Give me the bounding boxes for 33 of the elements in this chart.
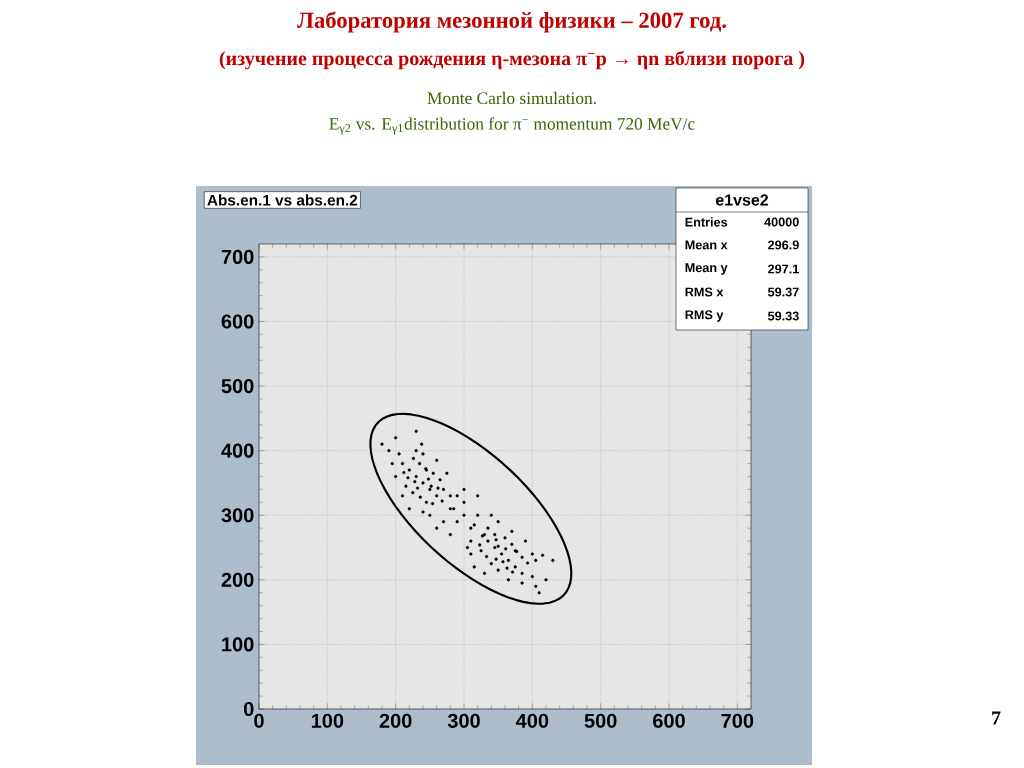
text: 296.9 — [768, 240, 799, 250]
text: 40000 — [764, 217, 799, 227]
chart-subtitle: (изучение процесса рождения η-мезона π$^{−}$p → ηn вблизи порога ) — [219, 50, 805, 70]
chart-title: Лаборатория мезонной физики – 2007 год. — [297, 11, 726, 33]
text: Monte Carlo simulation. — [427, 91, 596, 105]
y-tick-label: 100 — [222, 637, 254, 652]
text: 59.37 — [768, 287, 799, 297]
y-tick-label: 200 — [221, 572, 254, 587]
y-tick-label: 400 — [221, 443, 254, 458]
text: 7 — [992, 711, 1001, 725]
x-tick-label: 500 — [584, 713, 617, 728]
x-tick-label: 700 — [721, 713, 754, 728]
text: E$_{γ2}$ vs. E$_{γ1}$distribution for π$^{−}$ momentum 720 MeV/c — [329, 117, 695, 135]
annotation: Mean y — [685, 263, 728, 275]
x-tick-label: 200 — [379, 713, 412, 728]
x-tick-label: 0 — [254, 713, 264, 728]
annotation: RMS x — [685, 287, 724, 297]
x-tick-label: 600 — [653, 713, 685, 728]
y-tick-label: 500 — [221, 379, 254, 394]
y-tick-label: 0 — [243, 701, 254, 717]
text: 297.1 — [768, 264, 799, 274]
y-tick-label: 300 — [221, 508, 254, 523]
text: Abs.en.1 vs abs.en.2 — [207, 194, 358, 206]
x-tick-label: 100 — [311, 713, 344, 728]
text: 59.33 — [768, 311, 799, 321]
annotation: Mean x — [685, 240, 728, 250]
text: e1vse2 — [715, 194, 769, 206]
x-tick-label: 400 — [515, 713, 549, 728]
text: Entries — [685, 217, 728, 227]
y-tick-label: 700 — [221, 249, 254, 264]
y-tick-label: 600 — [221, 314, 254, 329]
annotation: RMS y — [685, 310, 724, 322]
x-tick-label: 300 — [447, 713, 480, 728]
